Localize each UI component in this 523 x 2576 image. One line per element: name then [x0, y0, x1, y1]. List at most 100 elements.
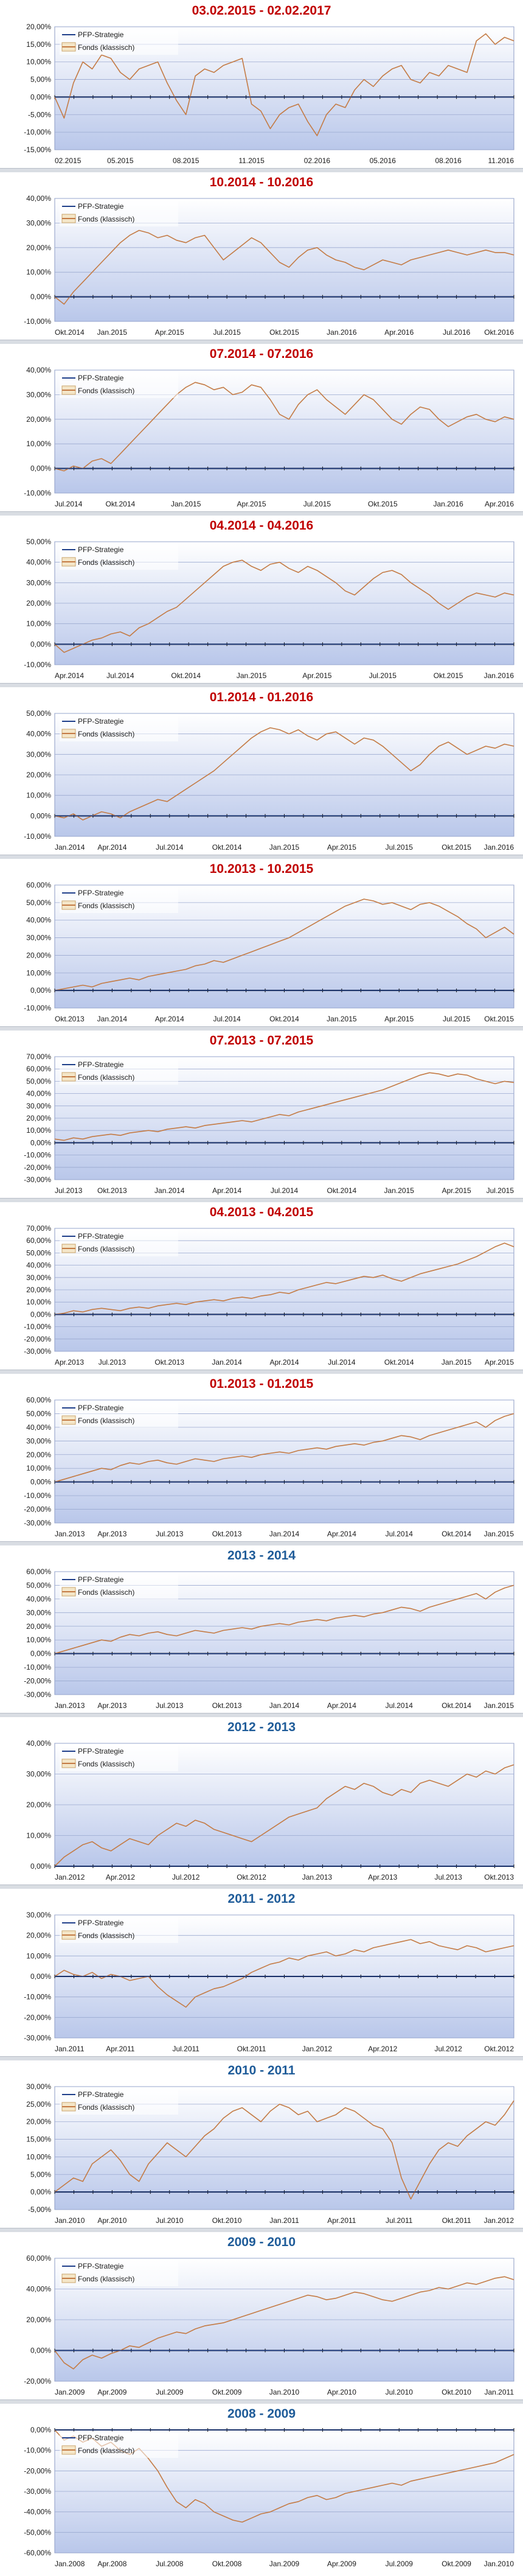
y-tick-label: 40,00% [26, 1739, 51, 1748]
chart-panel: 04.2014 - 04.2016 50,00% 40,00% 30,00% 20,00… [0, 515, 523, 687]
x-tick-label: Jan.2014 [55, 843, 85, 852]
legend: PFP-Strategie Fonds (klassisch) [60, 1745, 178, 1771]
x-tick-label: Jan.2011 [55, 2045, 85, 2053]
legend-label-strategy: PFP-Strategie [78, 717, 124, 726]
legend-box [60, 2259, 178, 2286]
chart-title: 10.2014 - 10.2016 [209, 175, 314, 189]
panel-separator [0, 855, 523, 859]
x-tick-label: 08.2015 [173, 156, 199, 165]
legend-box [60, 1745, 178, 1771]
x-tick-label: Apr.2012 [106, 1873, 135, 1881]
x-tick-label: Okt.2014 [55, 328, 85, 337]
x-tick-label: Apr.2014 [212, 1186, 241, 1195]
legend-label-strategy: PFP-Strategie [78, 545, 124, 554]
y-tick-label: 40,00% [26, 194, 51, 203]
x-tick-label: Jul.2016 [443, 328, 471, 337]
y-tick-label: 40,00% [26, 1261, 51, 1270]
x-tick-label: Okt.2013 [484, 1873, 514, 1881]
chart-title: 2011 - 2012 [227, 1892, 296, 1906]
y-tick-label: -15,00% [24, 145, 51, 154]
y-tick-label: 30,00% [26, 750, 51, 758]
chart-title: 2012 - 2013 [227, 1720, 296, 1734]
x-tick-label: Jul.2015 [487, 1186, 514, 1195]
panel-separator [0, 2056, 523, 2060]
x-tick-label: Apr.2012 [368, 2045, 397, 2053]
y-tick-label: 70,00% [26, 1052, 51, 1061]
y-tick-label: 20,00% [26, 2118, 51, 2126]
legend-label-fonds: Fonds (klassisch) [78, 1931, 134, 1940]
chart-svg: 40,00% 30,00% 20,00% 10,00% 0,00% -10,00% Okt.… [24, 194, 514, 337]
legend-box [60, 2431, 178, 2458]
chart-panel: 04.2013 - 04.2015 70,00% 60,00% 50,00% 40,00… [0, 1202, 523, 1374]
x-tick-label: Jul.2015 [386, 843, 414, 852]
y-tick-label: -20,00% [24, 2377, 51, 2385]
x-tick-label: Apr.2015 [302, 671, 331, 680]
y-tick-label: 20,00% [26, 1801, 51, 1809]
y-tick-label: 60,00% [26, 2254, 51, 2263]
y-tick-label: 20,00% [26, 243, 51, 252]
x-tick-label: Jul.2012 [434, 2045, 462, 2053]
y-tick-label: 20,00% [26, 23, 51, 31]
panel-separator [0, 1885, 523, 1889]
y-tick-label: -30,00% [24, 1690, 51, 1699]
y-tick-label: 10,00% [26, 1126, 51, 1135]
x-tick-label: Apr.2016 [485, 500, 514, 508]
legend-box [60, 371, 178, 398]
y-tick-label: 10,00% [26, 58, 51, 66]
legend-label-strategy: PFP-Strategie [78, 30, 124, 39]
series-line-fonds [54, 2276, 514, 2370]
chart-panel: 10.2014 - 10.2016 40,00% 30,00% 20,00% 10,00… [0, 172, 523, 344]
y-tick-label: 50,00% [26, 709, 51, 718]
x-tick-label: Apr.2014 [327, 1530, 356, 1538]
y-tick-label: 0,00% [30, 2188, 51, 2196]
x-tick-label: Jul.2014 [386, 1530, 414, 1538]
x-tick-label: Jul.2013 [55, 1186, 83, 1195]
legend: PFP-Strategie Fonds (klassisch) [60, 1573, 178, 1600]
x-tick-label: Jan.2010 [269, 2388, 300, 2396]
y-tick-label: 20,00% [26, 1622, 51, 1631]
chart-svg: 60,00% 50,00% 40,00% 30,00% 20,00% 10,00% 0,00… [24, 1396, 514, 1538]
legend-label-fonds: Fonds (klassisch) [78, 43, 134, 52]
legend-box [60, 2088, 178, 2115]
x-tick-label: Jan.2013 [302, 1873, 333, 1881]
y-tick-label: -10,00% [24, 489, 51, 497]
y-tick-label: 50,00% [26, 1248, 51, 1257]
x-tick-label: Jul.2015 [213, 328, 241, 337]
y-tick-label: 10,00% [26, 1832, 51, 1840]
y-tick-label: -10,00% [24, 1004, 51, 1012]
y-tick-label: 40,00% [26, 1595, 51, 1603]
legend-box [60, 1916, 178, 1943]
y-tick-label: 20,00% [26, 2315, 51, 2324]
chart-title: 2009 - 2010 [227, 2235, 296, 2249]
x-tick-label: Apr.2015 [327, 843, 356, 852]
x-tick-label: Okt.2012 [484, 2045, 514, 2053]
series-line-fonds [54, 229, 514, 305]
legend-box [60, 28, 178, 55]
y-tick-label: 10,00% [26, 439, 51, 448]
x-tick-label: Apr.2013 [368, 1873, 397, 1881]
y-tick-label: 5,00% [30, 2170, 51, 2179]
y-tick-label: -30,00% [24, 2034, 51, 2042]
x-tick-label: Apr.2014 [155, 1015, 184, 1023]
y-tick-label: 60,00% [26, 1236, 51, 1245]
y-tick-label: 30,00% [26, 1608, 51, 1617]
x-tick-label: Jan.2016 [484, 843, 514, 852]
series-line-fonds [54, 382, 514, 472]
x-tick-label: Okt.2015 [484, 1015, 514, 1023]
legend: PFP-Strategie Fonds (klassisch) [60, 2088, 178, 2115]
x-tick-label: Jan.2014 [154, 1186, 185, 1195]
y-tick-label: 30,00% [26, 219, 51, 227]
chart-panel: 2009 - 2010 60,00% 40,00% 20,00% 0,00% -20,00… [0, 2231, 523, 2404]
y-tick-label: 40,00% [26, 1423, 51, 1432]
legend-label-strategy: PFP-Strategie [78, 1919, 124, 1927]
legend: PFP-Strategie Fonds (klassisch) [60, 543, 178, 570]
x-tick-label: 05.2016 [370, 156, 397, 165]
x-tick-label: Okt.2008 [212, 2560, 242, 2568]
chart-panel: 10.2013 - 10.2015 60,00% 50,00% 40,00% 30,00… [0, 858, 523, 1031]
x-tick-label: Jul.2012 [172, 1873, 200, 1881]
x-tick-label: Apr.2010 [327, 2388, 356, 2396]
y-tick-label: 20,00% [26, 1114, 51, 1122]
y-tick-label: 40,00% [26, 2285, 51, 2294]
x-tick-label: Jul.2011 [386, 2216, 413, 2225]
